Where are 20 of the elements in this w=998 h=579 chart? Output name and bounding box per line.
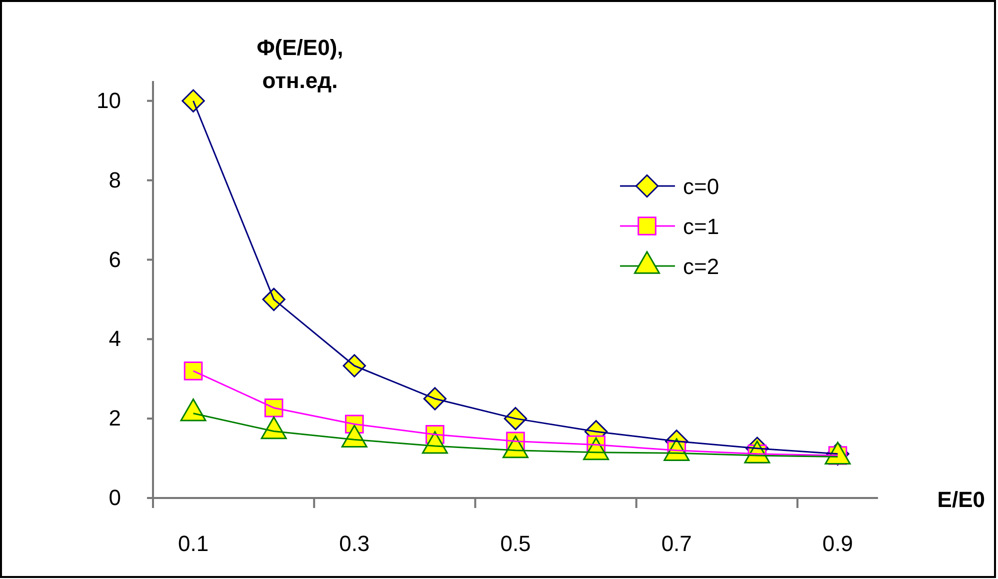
y-tick-label: 0 — [108, 485, 121, 510]
y-tick-label: 4 — [108, 326, 121, 352]
legend-label: c=0 — [683, 174, 720, 199]
y-tick-label: 10 — [96, 88, 121, 113]
x-tick-label: 0.3 — [339, 531, 370, 556]
x-tick-label: 0.1 — [178, 531, 209, 556]
x-tick-label: 0.7 — [661, 531, 692, 556]
x-axis-title: E/E0 — [937, 487, 985, 512]
legend-label: c=2 — [683, 254, 720, 279]
point — [182, 89, 205, 112]
y-tick-label: 2 — [108, 406, 121, 431]
y-tick-label: 8 — [108, 167, 121, 192]
point — [262, 288, 286, 312]
x-tick-label: 0.9 — [822, 531, 854, 556]
legend-label: c=1 — [683, 214, 720, 239]
y-tick-label: 6 — [108, 246, 121, 272]
point — [184, 362, 203, 380]
y-axis-title: Φ(E/E0), отн.ед. — [256, 35, 344, 93]
point — [264, 398, 284, 418]
x-tick-label: 0.5 — [500, 531, 531, 556]
